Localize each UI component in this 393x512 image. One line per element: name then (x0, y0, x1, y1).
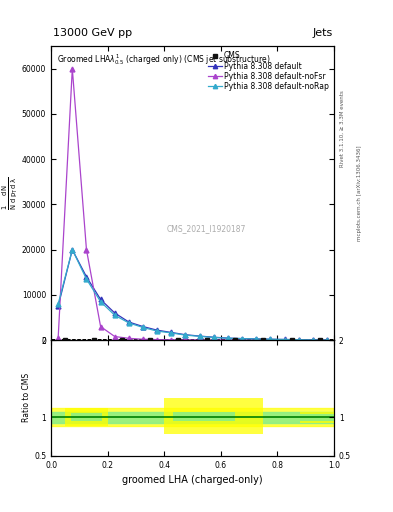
Pythia 8.308 default (183, 332, 188, 338)
CMS (148, 337, 152, 343)
CMS (289, 337, 294, 343)
Pythia 8.308 default-noFsr (56, 335, 61, 341)
Pythia 8.308 default-noFsr (183, 337, 188, 343)
Pythia 8.308 default (254, 336, 259, 342)
Pythia 8.308 default-noRap (84, 276, 89, 282)
Text: Jets: Jets (313, 28, 333, 38)
Pythia 8.308 default-noFsr (211, 337, 216, 343)
Pythia 8.308 default-noFsr (282, 337, 287, 343)
Line: CMS: CMS (64, 338, 321, 342)
Pythia 8.308 default-noRap (254, 336, 259, 342)
CMS (176, 337, 181, 343)
Pythia 8.308 default-noFsr (197, 337, 202, 343)
Pythia 8.308 default-noFsr (98, 324, 103, 330)
Pythia 8.308 default (155, 327, 160, 333)
Pythia 8.308 default-noRap (112, 312, 117, 318)
Pythia 8.308 default (268, 336, 273, 343)
Pythia 8.308 default (240, 335, 244, 342)
Pythia 8.308 default-noFsr (127, 335, 131, 342)
Y-axis label: $\mathregular{\frac{1}{N}\,\frac{dN}{d\,p_T\,d\,\lambda}}$: $\mathregular{\frac{1}{N}\,\frac{dN}{d\,… (1, 176, 20, 210)
Pythia 8.308 default-noFsr (112, 333, 117, 339)
Pythia 8.308 default-noRap (98, 298, 103, 305)
Pythia 8.308 default (282, 336, 287, 343)
Pythia 8.308 default-noFsr (268, 337, 273, 343)
Pythia 8.308 default (112, 310, 117, 316)
Pythia 8.308 default-noRap (240, 335, 244, 342)
Bar (71, 413, 102, 421)
Pythia 8.308 default-noRap (56, 301, 61, 307)
Pythia 8.308 default-noRap (325, 337, 329, 343)
Pythia 8.308 default-noRap (141, 325, 145, 331)
Y-axis label: Ratio to CMS: Ratio to CMS (22, 373, 31, 422)
Line: Pythia 8.308 default-noFsr: Pythia 8.308 default-noFsr (56, 66, 329, 343)
Pythia 8.308 default (84, 274, 89, 280)
CMS (204, 337, 209, 343)
Pythia 8.308 default (296, 336, 301, 343)
Pythia 8.308 default-noFsr (325, 337, 329, 343)
Pythia 8.308 default-noFsr (296, 337, 301, 343)
Pythia 8.308 default (197, 333, 202, 339)
Pythia 8.308 default-noRap (197, 333, 202, 339)
Pythia 8.308 default (70, 247, 75, 253)
CMS (233, 337, 237, 343)
Pythia 8.308 default-noRap (183, 332, 188, 338)
Pythia 8.308 default-noFsr (141, 336, 145, 343)
CMS (63, 336, 68, 343)
Pythia 8.308 default-noRap (310, 337, 315, 343)
Pythia 8.308 default-noFsr (70, 66, 75, 72)
Bar (173, 412, 235, 421)
Text: CMS_2021_I1920187: CMS_2021_I1920187 (167, 224, 246, 233)
Pythia 8.308 default-noFsr (240, 337, 244, 343)
Pythia 8.308 default-noFsr (310, 337, 315, 343)
Line: Pythia 8.308 default-noRap: Pythia 8.308 default-noRap (56, 247, 329, 343)
Pythia 8.308 default (56, 303, 61, 309)
Pythia 8.308 default-noRap (70, 247, 75, 253)
Line: Pythia 8.308 default: Pythia 8.308 default (56, 247, 329, 343)
Bar (300, 414, 340, 421)
X-axis label: groomed LHA (charged-only): groomed LHA (charged-only) (122, 475, 263, 485)
Pythia 8.308 default-noRap (169, 330, 174, 336)
Bar (51, 412, 334, 422)
Pythia 8.308 default-noRap (268, 336, 273, 343)
Pythia 8.308 default (211, 334, 216, 340)
CMS (119, 337, 124, 343)
CMS (318, 337, 322, 343)
Pythia 8.308 default (169, 329, 174, 335)
Text: 13000 GeV pp: 13000 GeV pp (53, 28, 132, 38)
Pythia 8.308 default (226, 335, 230, 341)
Pythia 8.308 default (310, 337, 315, 343)
Pythia 8.308 default (127, 319, 131, 325)
Pythia 8.308 default-noRap (296, 337, 301, 343)
Pythia 8.308 default-noFsr (169, 337, 174, 343)
Pythia 8.308 default (98, 296, 103, 303)
CMS (91, 337, 96, 343)
Bar (51, 408, 334, 426)
Bar (65, 408, 108, 426)
Pythia 8.308 default-noFsr (84, 247, 89, 253)
Bar (300, 412, 340, 422)
Pythia 8.308 default-noRap (282, 336, 287, 343)
Text: mcplots.cern.ch [arXiv:1306.3436]: mcplots.cern.ch [arXiv:1306.3436] (357, 145, 362, 241)
Pythia 8.308 default-noRap (155, 328, 160, 334)
Pythia 8.308 default-noRap (211, 334, 216, 340)
CMS (261, 337, 266, 343)
Text: Rivet 3.1.10, ≥ 3.3M events: Rivet 3.1.10, ≥ 3.3M events (340, 90, 345, 167)
Pythia 8.308 default-noRap (226, 335, 230, 342)
Pythia 8.308 default-noRap (127, 320, 131, 326)
Pythia 8.308 default-noFsr (226, 337, 230, 343)
Pythia 8.308 default-noFsr (254, 337, 259, 343)
Bar (164, 398, 263, 434)
Legend: CMS, Pythia 8.308 default, Pythia 8.308 default-noFsr, Pythia 8.308 default-noRa: CMS, Pythia 8.308 default, Pythia 8.308 … (206, 50, 330, 92)
Pythia 8.308 default (325, 337, 329, 343)
Pythia 8.308 default-noFsr (155, 336, 160, 343)
Pythia 8.308 default (141, 324, 145, 330)
Text: Groomed LHA$\lambda^{1}_{0.5}$ (charged only) (CMS jet substructure): Groomed LHA$\lambda^{1}_{0.5}$ (charged … (57, 52, 271, 67)
